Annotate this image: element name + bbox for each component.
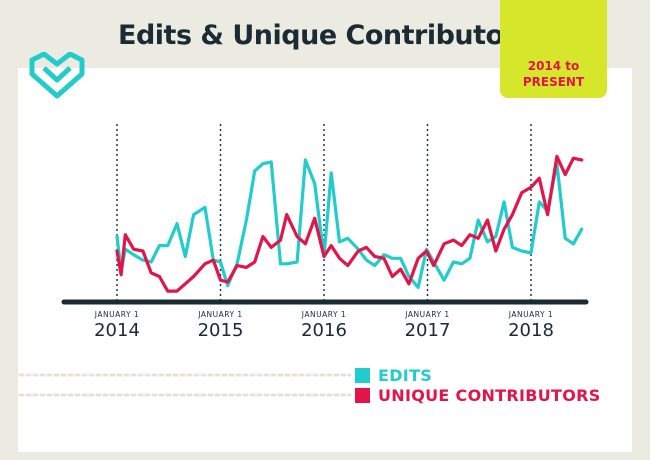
date-range-badge: 2014 to PRESENT [500,0,607,98]
year-marker-label-2018: 2018 [508,320,554,341]
year-marker-small-label-2014: JANUARY 1 [94,310,139,319]
legend-swatch-edits [355,368,370,383]
series-line-edits [115,158,584,289]
legend-contributors-text: UNIQUE CONTRIBUTORS [378,386,601,405]
heart-logo-icon [28,51,86,104]
legend-edits-text: EDITS [378,366,433,385]
year-marker-small-label-2015: JANUARY 1 [197,310,242,319]
year-marker-label-2015: 2015 [198,320,244,341]
legend-label-contributors: UNIQUE CONTRIBUTORS [378,386,601,405]
year-marker-label-2017: 2017 [405,320,451,341]
year-marker-small-label-2017: JANUARY 1 [404,310,449,319]
chart-title: Edits & Unique Contributors [118,20,532,51]
badge-line-1: 2014 to [527,59,580,73]
legend-label-edits: EDITS [378,366,432,385]
year-marker-label-2016: 2016 [301,320,347,341]
legend-swatch-contributors [355,388,370,403]
year-marker-label-2014: 2014 [94,320,140,341]
year-marker-small-label-2018: JANUARY 1 [508,310,553,319]
series-line-contributors [115,154,584,293]
year-marker-small-label-2016: JANUARY 1 [301,310,346,319]
badge-line-2: PRESENT [522,75,585,89]
